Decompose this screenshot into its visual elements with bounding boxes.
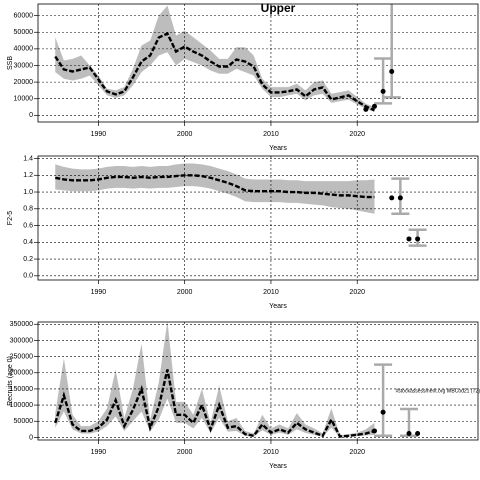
point [363,106,369,112]
point [380,409,386,415]
y-tick-label: 150000 [10,386,33,393]
x-tick-label: 2020 [349,131,365,138]
point [371,428,377,434]
x-tick-label: 2010 [263,449,279,456]
error-bar [374,57,393,105]
y-tick-label: 0.0 [23,273,33,280]
plot-frame [37,3,479,123]
panel: 0 50000 100000 150000 200000 250000 300000 3500… [7,321,480,470]
x-tick-label: 2020 [349,289,365,296]
x-tick-label: 1990 [91,449,107,456]
y-tick-label: 40000 [14,46,34,53]
y-tick-label: 0.4 [23,239,33,246]
y-tick-label: 0 [29,112,33,119]
point [415,236,421,242]
y-tick-label: 1.0 [23,189,33,196]
annotation: #stockassessment.org WBCod21 (T2) [396,389,480,395]
x-axis-label: Years [269,463,287,470]
x-tick-label: 2010 [263,131,279,138]
y-tick-label: 50000 [14,29,34,36]
error-bar [382,4,401,99]
y-tick-label: 0 [29,434,33,441]
y-tick-label: 60000 [14,12,34,19]
y-tick-label: 1.4 [23,155,33,162]
y-tick-label: 50000 [14,418,34,425]
y-tick-label: 100000 [10,402,33,409]
x-tick-label: 2000 [177,289,193,296]
x-axis-label: Years [269,145,287,152]
point [380,88,386,94]
point [406,431,412,437]
y-tick-label: 200000 [10,370,33,377]
x-tick-label: 2000 [177,449,193,456]
point [389,195,395,201]
plot-frame [37,155,479,281]
x-tick-label: 2020 [349,449,365,456]
y-tick-label: 350000 [10,321,33,328]
plot-frame [37,321,479,441]
confidence-band [55,5,375,113]
panel: 0.0 0.2 0.4 0.6 0.8 1.0 1.2 1.4 1990 2000 2010 2020… [7,155,479,310]
estimate-line [54,369,375,438]
x-tick-label: 1990 [91,289,107,296]
estimate-line [55,174,375,199]
point [397,195,403,201]
y-axis-label: SSB [7,56,14,70]
y-tick-label: 30000 [14,62,34,69]
point [406,236,412,242]
error-bar [374,363,393,438]
panel: 0 10000 20000 30000 40000 50000 60000 1990 2000 2… [7,1,479,152]
y-tick-label: 300000 [10,337,33,344]
x-tick-label: 2010 [263,289,279,296]
y-tick-label: 20000 [14,79,34,86]
y-tick-label: 250000 [10,353,33,360]
point [389,68,395,74]
chart-title: Upper [261,1,296,15]
y-axis-label: Recruits (age 0) [7,356,14,406]
estimate-line [54,31,375,112]
point [371,103,377,109]
y-tick-label: 0.6 [23,222,33,229]
y-tick-label: 0.2 [23,256,33,263]
x-axis-label: Years [269,303,287,310]
y-tick-label: 10000 [14,96,34,103]
confidence-band [55,163,375,214]
x-tick-label: 2000 [177,131,193,138]
x-tick-label: 1990 [91,131,107,138]
confidence-band [55,322,375,438]
y-tick-label: 1.2 [23,172,33,179]
y-axis-label: F2-5 [7,211,14,226]
y-tick-label: 0.8 [23,206,33,213]
point [415,431,421,437]
